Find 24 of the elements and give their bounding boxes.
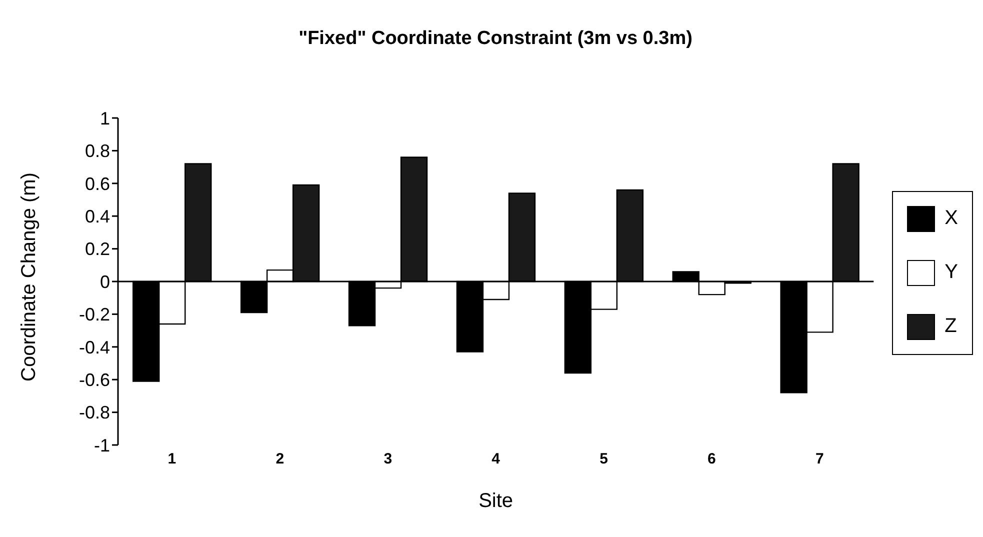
y-tick-label: -0.2 xyxy=(78,304,110,325)
legend-label: X xyxy=(944,207,958,230)
x-tick-label: 5 xyxy=(600,450,608,468)
y-tick-label: 0.8 xyxy=(84,141,110,162)
x-tick-label: 2 xyxy=(276,450,284,468)
x-tick-label: 6 xyxy=(708,450,716,468)
y-tick-label: -0.4 xyxy=(78,337,110,358)
x-tick-label: 1 xyxy=(168,450,176,468)
y-tick-label: 0.2 xyxy=(84,239,110,260)
y-tick-label: -0.6 xyxy=(78,370,110,390)
y-tick-label: -0.8 xyxy=(78,402,110,423)
y-tick-label: 0.4 xyxy=(84,206,110,226)
y-tick-label: -1 xyxy=(94,435,110,456)
x-tick-label: 4 xyxy=(492,450,501,468)
legend-label: Y xyxy=(944,261,958,284)
y-tick-label: 1 xyxy=(100,108,110,128)
y-tick-label: 0.6 xyxy=(84,174,110,194)
x-tick-label: 7 xyxy=(816,450,824,468)
legend-label: Z xyxy=(944,315,957,338)
chart-title: "Fixed" Coordinate Constraint (3m vs 0.3m) xyxy=(298,28,694,50)
x-tick-label: 3 xyxy=(384,450,392,468)
y-axis-title: Coordinate Change (m) xyxy=(18,172,40,382)
y-tick-label: 0 xyxy=(100,272,110,292)
x-axis-title: Site xyxy=(478,490,514,512)
